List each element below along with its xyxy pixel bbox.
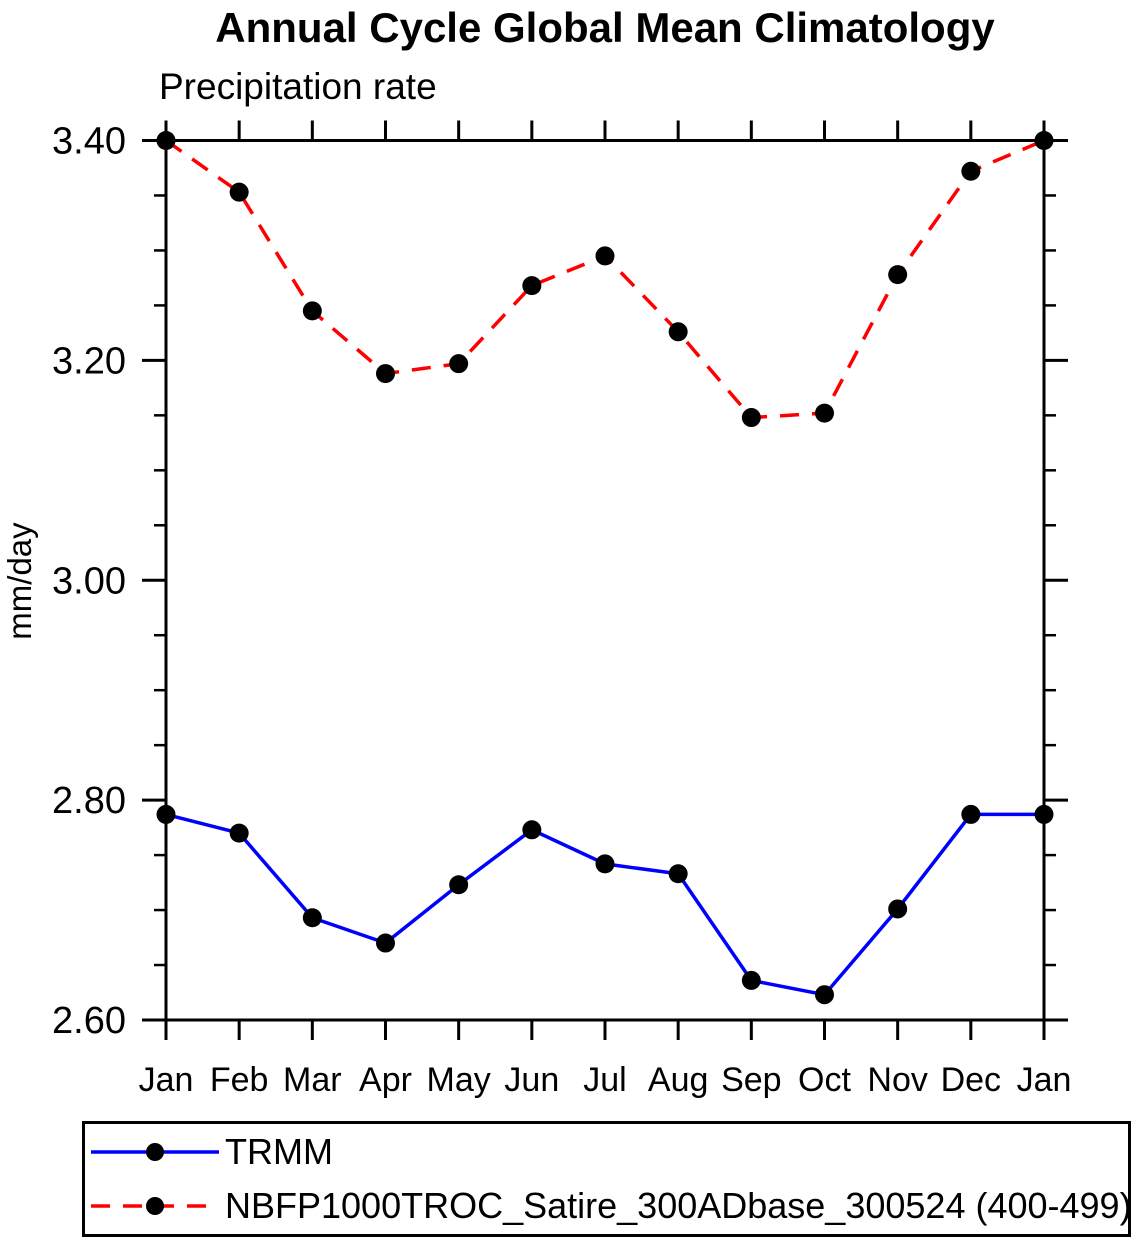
legend-sample-trmm	[91, 1143, 219, 1162]
data-point-marker-0	[595, 854, 615, 874]
data-point-marker-1	[888, 265, 908, 285]
legend-item-nbfp1000troc: NBFP1000TROC_Satire_300ADbase_300524 (40…	[89, 1181, 1132, 1231]
data-point-marker-0	[961, 804, 981, 824]
data-point-marker-0	[156, 804, 176, 824]
legend-label-trmm: TRMM	[225, 1131, 333, 1173]
y-tick-label: 2.60	[52, 1000, 126, 1042]
data-point-marker-1	[229, 182, 249, 202]
data-point-marker-0	[376, 933, 395, 953]
data-point-marker-0	[668, 864, 688, 884]
data-point-marker-0	[302, 908, 322, 928]
data-point-marker-0	[741, 970, 761, 990]
data-point-marker-1	[449, 354, 469, 374]
x-tick-label: Jan	[139, 1061, 194, 1099]
legend-box: TRMM NBFP1000TROC_Satire_300ADbase_30052…	[82, 1121, 1132, 1237]
x-tick-label: Dec	[941, 1061, 1001, 1099]
x-tick-label: Feb	[210, 1061, 269, 1099]
x-tick-label: May	[427, 1061, 491, 1099]
data-point-marker-1	[156, 131, 176, 150]
x-tick-label: Jul	[583, 1061, 626, 1099]
data-point-marker-1	[522, 276, 542, 296]
data-point-marker-1	[668, 322, 688, 342]
data-point-marker-1	[1034, 131, 1054, 150]
y-tick-label: 3.20	[52, 340, 126, 382]
x-tick-label: Apr	[359, 1061, 412, 1099]
x-tick-label: Aug	[648, 1061, 709, 1099]
y-tick-label: 2.80	[52, 780, 126, 822]
data-point-marker-0	[888, 899, 908, 919]
legend-sample-nbfp1000troc	[91, 1196, 219, 1215]
chart-subtitle: Precipitation rate	[159, 66, 437, 107]
x-tick-label: Jan	[1017, 1061, 1072, 1099]
legend-label-nbfp1000troc: NBFP1000TROC_Satire_300ADbase_300524 (40…	[225, 1184, 1132, 1226]
y-tick-label: 3.00	[52, 560, 126, 602]
x-tick-label: Jun	[504, 1061, 559, 1099]
x-tick-label: Oct	[798, 1061, 851, 1099]
y-tick-label: 3.40	[52, 121, 126, 163]
data-point-marker-1	[961, 161, 981, 181]
x-tick-label: Nov	[867, 1061, 927, 1099]
x-tick-label: Mar	[283, 1061, 342, 1099]
data-point-marker-1	[815, 403, 834, 423]
legend-sample-marker-0	[146, 1143, 164, 1162]
data-point-marker-1	[376, 364, 395, 384]
data-point-marker-0	[229, 823, 249, 843]
chart-title: Annual Cycle Global Mean Climatology	[215, 4, 995, 51]
series-line-1	[164, 138, 1045, 420]
data-point-marker-1	[595, 246, 615, 266]
data-point-marker-0	[815, 985, 834, 1005]
data-point-marker-1	[741, 408, 761, 428]
x-tick-label: Sep	[721, 1061, 782, 1099]
legend-sample-marker-1	[146, 1196, 164, 1215]
data-point-marker-0	[1034, 804, 1054, 824]
data-point-marker-0	[449, 875, 469, 895]
data-point-marker-0	[522, 820, 542, 840]
legend-item-trmm: TRMM	[89, 1127, 1128, 1177]
data-point-marker-1	[302, 301, 322, 321]
series-line-0	[165, 812, 1044, 997]
